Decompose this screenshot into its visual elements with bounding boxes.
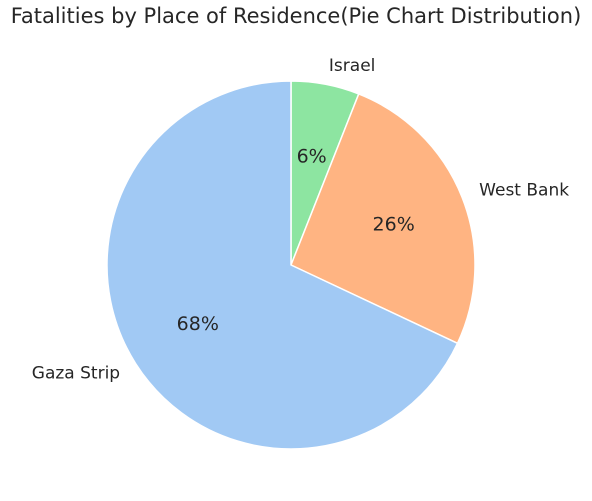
slice-label-gaza-strip: Gaza Strip <box>32 363 120 383</box>
pie-labels: 6% Israel 26% West Bank 68% Gaza Strip <box>32 56 569 383</box>
pct-label-west-bank: 26% <box>373 213 415 235</box>
pie-slice-gaza-strip <box>106 80 459 450</box>
pie-slices <box>106 80 476 450</box>
pie-slice-west-bank <box>290 93 476 345</box>
slice-label-west-bank: West Bank <box>479 180 569 200</box>
pct-label-israel: 6% <box>297 146 327 168</box>
slice-label-israel: Israel <box>329 56 375 76</box>
pct-label-gaza-strip: 68% <box>177 313 219 335</box>
chart-title: Fatalities by Place of Residence(Pie Cha… <box>10 4 582 28</box>
